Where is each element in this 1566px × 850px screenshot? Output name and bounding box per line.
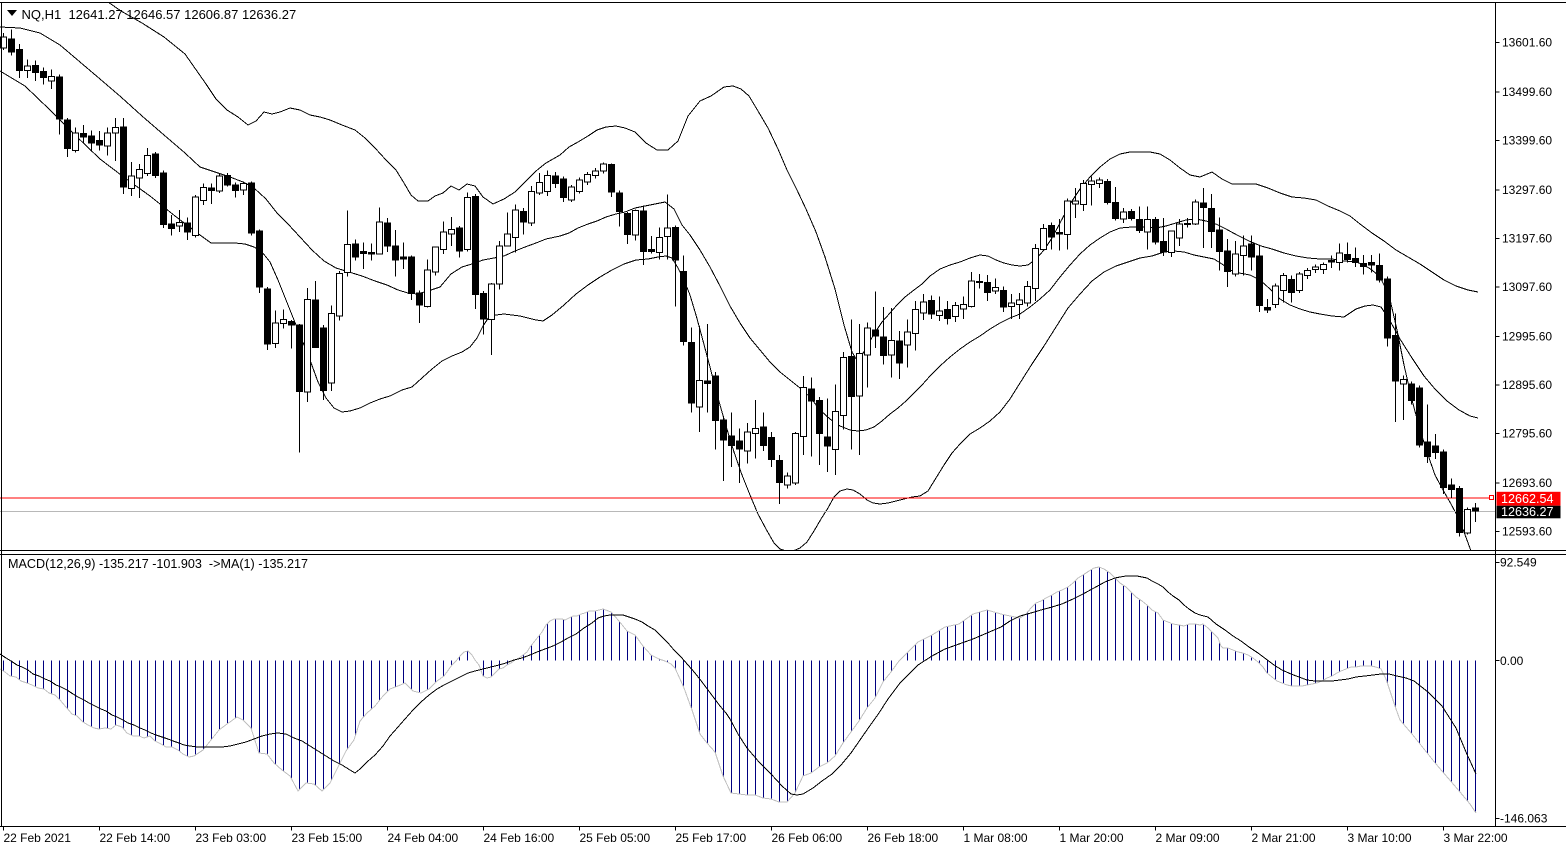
svg-text:12795.60: 12795.60 xyxy=(1502,427,1552,441)
svg-text:13399.60: 13399.60 xyxy=(1502,134,1552,148)
svg-text:13499.60: 13499.60 xyxy=(1502,85,1552,99)
svg-text:2 Mar 21:00: 2 Mar 21:00 xyxy=(1252,831,1316,845)
svg-text:MACD(12,26,9) -135.217 -101.90: MACD(12,26,9) -135.217 -101.903 ->MA(1) … xyxy=(8,557,308,571)
svg-text:23 Feb 15:00: 23 Feb 15:00 xyxy=(292,831,363,845)
svg-text:-146.063: -146.063 xyxy=(1500,812,1548,826)
svg-text:1 Mar 08:00: 1 Mar 08:00 xyxy=(964,831,1028,845)
svg-text:12636.27: 12636.27 xyxy=(1501,505,1554,519)
svg-text:3 Mar 10:00: 3 Mar 10:00 xyxy=(1348,831,1412,845)
svg-text:12593.60: 12593.60 xyxy=(1502,525,1552,539)
svg-text:26 Feb 18:00: 26 Feb 18:00 xyxy=(868,831,939,845)
svg-text:25 Feb 17:00: 25 Feb 17:00 xyxy=(676,831,747,845)
svg-text:12662.54: 12662.54 xyxy=(1501,492,1554,506)
svg-text:0.00: 0.00 xyxy=(1500,654,1524,668)
svg-text:23 Feb 03:00: 23 Feb 03:00 xyxy=(196,831,267,845)
svg-text:13601.60: 13601.60 xyxy=(1502,36,1552,50)
svg-text:25 Feb 05:00: 25 Feb 05:00 xyxy=(580,831,651,845)
svg-text:22 Feb 2021: 22 Feb 2021 xyxy=(4,831,72,845)
svg-text:1 Mar 20:00: 1 Mar 20:00 xyxy=(1060,831,1124,845)
svg-text:12895.60: 12895.60 xyxy=(1502,378,1552,392)
svg-text:13197.60: 13197.60 xyxy=(1502,232,1552,246)
svg-text:22 Feb 14:00: 22 Feb 14:00 xyxy=(100,831,171,845)
svg-text:24 Feb 16:00: 24 Feb 16:00 xyxy=(484,831,555,845)
svg-text:92.549: 92.549 xyxy=(1500,556,1537,570)
svg-text:13097.60: 13097.60 xyxy=(1502,280,1552,294)
svg-text:24 Feb 04:00: 24 Feb 04:00 xyxy=(388,831,459,845)
svg-text:3 Mar 22:00: 3 Mar 22:00 xyxy=(1444,831,1508,845)
svg-text:2 Mar 09:00: 2 Mar 09:00 xyxy=(1156,831,1220,845)
svg-text:12693.60: 12693.60 xyxy=(1502,476,1552,490)
svg-text:NQ,H1 12641.27 12646.57 12606: NQ,H1 12641.27 12646.57 12606.87 12636.2… xyxy=(22,7,297,22)
svg-text:12995.60: 12995.60 xyxy=(1502,330,1552,344)
svg-text:13297.60: 13297.60 xyxy=(1502,183,1552,197)
svg-text:26 Feb 06:00: 26 Feb 06:00 xyxy=(772,831,843,845)
